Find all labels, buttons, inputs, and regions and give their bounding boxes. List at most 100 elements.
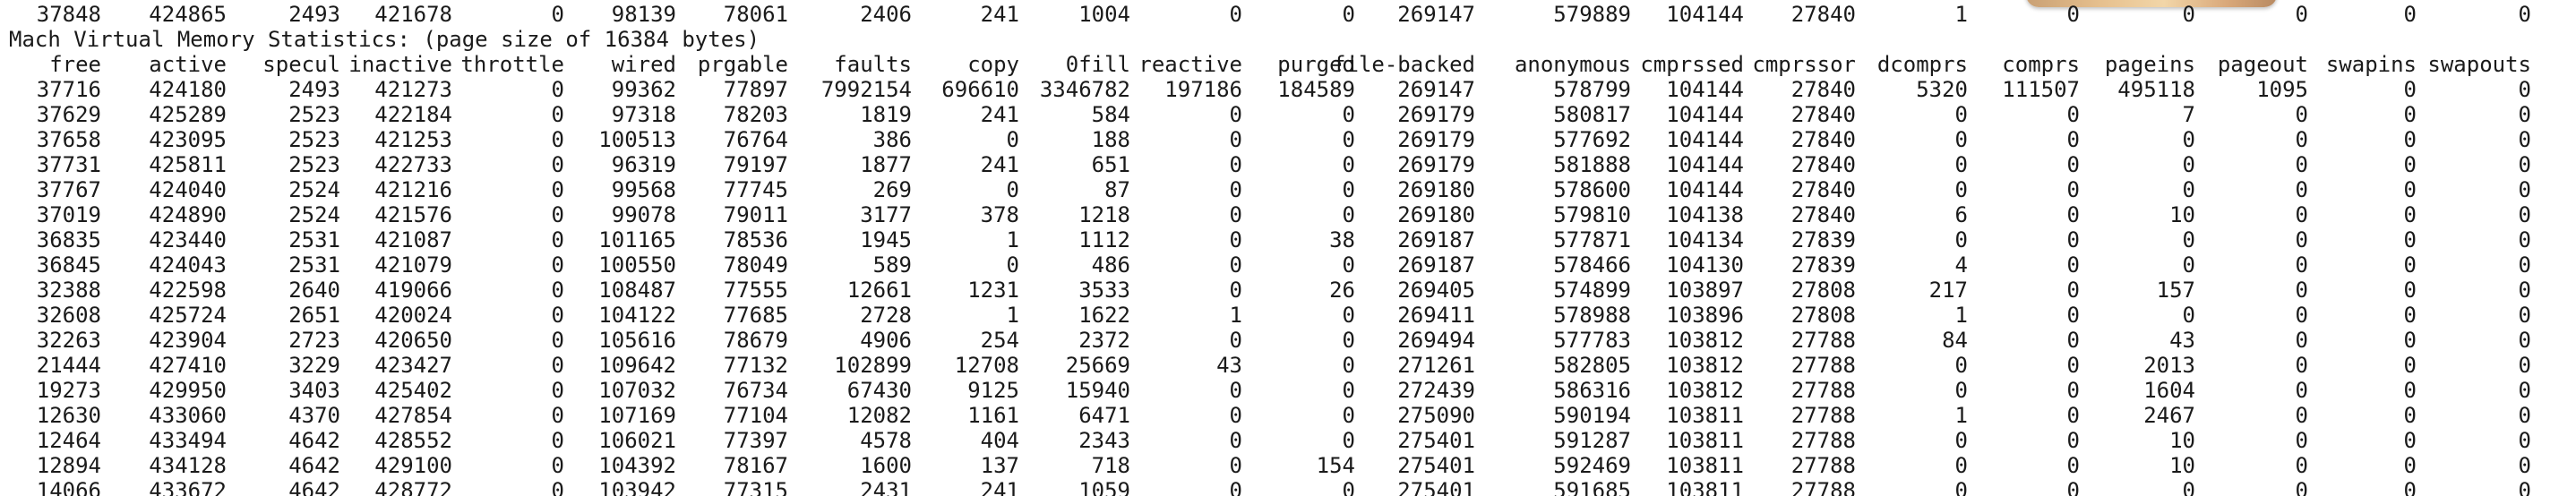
cell-anonymous: 578799: [1553, 77, 1631, 102]
cell-free: 32608: [36, 303, 101, 328]
cell-file-backed: 269180: [1397, 177, 1475, 202]
cell-cmprssed: 103812: [1666, 378, 1744, 403]
cell-0fill: 6471: [1078, 403, 1130, 428]
cell-reactive: 0: [1229, 403, 1242, 428]
cell-free: 19273: [36, 378, 101, 403]
cell-purged: 0: [1342, 428, 1355, 453]
cell-swapouts: 0: [2518, 177, 2531, 202]
cell-free: 21444: [36, 353, 101, 378]
cell-specul: 2523: [288, 152, 340, 177]
prev-cell-0fill: 1004: [1078, 2, 1130, 27]
cell-swapouts: 0: [2518, 202, 2531, 227]
prev-cell-inactive: 421678: [374, 2, 452, 27]
cell-reactive: 0: [1229, 478, 1242, 496]
cell-swapouts: 0: [2518, 278, 2531, 303]
cell-reactive: 0: [1229, 202, 1242, 227]
cell-purged: 0: [1342, 353, 1355, 378]
cell-anonymous: 586316: [1553, 378, 1631, 403]
cell-file-backed: 272439: [1397, 378, 1475, 403]
cell-inactive: 421087: [374, 227, 452, 252]
cell-purged: 0: [1342, 102, 1355, 127]
cell-inactive: 421216: [374, 177, 452, 202]
prev-cell-active: 424865: [149, 2, 227, 27]
cell-comprs: 0: [2066, 202, 2080, 227]
cell-throttle: 0: [551, 252, 564, 278]
cell-inactive: 421576: [374, 202, 452, 227]
header-copy: copy: [967, 52, 1019, 77]
cell-swapouts: 0: [2518, 353, 2531, 378]
stats-row: 12894 434128 4642 429100 0 104392 78167 1600 137…: [0, 453, 2576, 478]
cell-dcomprs: 5320: [1916, 77, 1968, 102]
cell-purged: 154: [1316, 453, 1355, 478]
header-dcomprs: dcomprs: [1876, 52, 1968, 77]
cell-throttle: 0: [551, 177, 564, 202]
cell-faults: 386: [872, 127, 912, 152]
cell-free: 36845: [36, 252, 101, 278]
cell-pageins: 10: [2169, 202, 2195, 227]
cell-file-backed: 275401: [1397, 478, 1475, 496]
stats-row: 12464 433494 4642 428552 0 106021 77397 4578 404…: [0, 428, 2576, 453]
cell-anonymous: 578600: [1553, 177, 1631, 202]
cell-wired: 100513: [598, 127, 676, 152]
cell-cmprssor: 27840: [1790, 152, 1856, 177]
screenshot-thumbnail-preview[interactable]: [2026, 0, 2277, 7]
cell-dcomprs: 0: [1954, 478, 1968, 496]
header-comprs: comprs: [2002, 52, 2080, 77]
cell-specul: 3229: [288, 353, 340, 378]
cell-throttle: 0: [551, 403, 564, 428]
cell-throttle: 0: [551, 303, 564, 328]
cell-wired: 103942: [598, 478, 676, 496]
cell-active: 422598: [149, 278, 227, 303]
cell-cmprssor: 27788: [1790, 378, 1856, 403]
cell-swapins: 0: [2403, 303, 2417, 328]
cell-faults: 2728: [860, 303, 912, 328]
cell-pageins: 495118: [2117, 77, 2195, 102]
cell-anonymous: 577692: [1553, 127, 1631, 152]
cell-copy: 378: [980, 202, 1019, 227]
cell-cmprssor: 27839: [1790, 252, 1856, 278]
prev-cell-dcomprs: 1: [1954, 2, 1968, 27]
cell-free: 32388: [36, 278, 101, 303]
cell-0fill: 486: [1091, 252, 1130, 278]
cell-anonymous: 574899: [1553, 278, 1631, 303]
cell-comprs: 0: [2066, 453, 2080, 478]
cell-copy: 404: [980, 428, 1019, 453]
cell-throttle: 0: [551, 202, 564, 227]
cell-wired: 97318: [611, 102, 676, 127]
cell-pageout: 0: [2295, 278, 2308, 303]
cell-comprs: 0: [2066, 328, 2080, 353]
cell-copy: 241: [980, 478, 1019, 496]
stats-row: 37767 424040 2524 421216 0 99568 77745 269 0 87 0 0…: [0, 177, 2576, 202]
cell-cmprssed: 104134: [1666, 227, 1744, 252]
cell-purged: 0: [1342, 127, 1355, 152]
cell-throttle: 0: [551, 152, 564, 177]
cell-file-backed: 269179: [1397, 127, 1475, 152]
cell-copy: 0: [1006, 252, 1019, 278]
cell-comprs: 0: [2066, 478, 2080, 496]
cell-pageout: 0: [2295, 202, 2308, 227]
cell-copy: 241: [980, 152, 1019, 177]
cell-0fill: 15940: [1065, 378, 1130, 403]
stats-title: Mach Virtual Memory Statistics: (page si…: [9, 27, 760, 52]
cell-reactive: 0: [1229, 127, 1242, 152]
cell-prgable: 77745: [723, 177, 788, 202]
cell-swapins: 0: [2403, 227, 2417, 252]
cell-anonymous: 581888: [1553, 152, 1631, 177]
cell-wired: 108487: [598, 278, 676, 303]
cell-swapins: 0: [2403, 378, 2417, 403]
header-prgable: prgable: [697, 52, 788, 77]
stats-row: 21444 427410 3229 423427 0 109642 77132 102899 1…: [0, 353, 2576, 378]
cell-pageout: 0: [2295, 252, 2308, 278]
cell-faults: 269: [872, 177, 912, 202]
cell-prgable: 77555: [723, 278, 788, 303]
cell-wired: 109642: [598, 353, 676, 378]
cell-reactive: 43: [1216, 353, 1242, 378]
cell-inactive: 421273: [374, 77, 452, 102]
cell-dcomprs: 0: [1954, 177, 1968, 202]
cell-free: 12630: [36, 403, 101, 428]
cell-swapouts: 0: [2518, 403, 2531, 428]
cell-faults: 1877: [860, 152, 912, 177]
cell-0fill: 3533: [1078, 278, 1130, 303]
cell-reactive: 0: [1229, 378, 1242, 403]
